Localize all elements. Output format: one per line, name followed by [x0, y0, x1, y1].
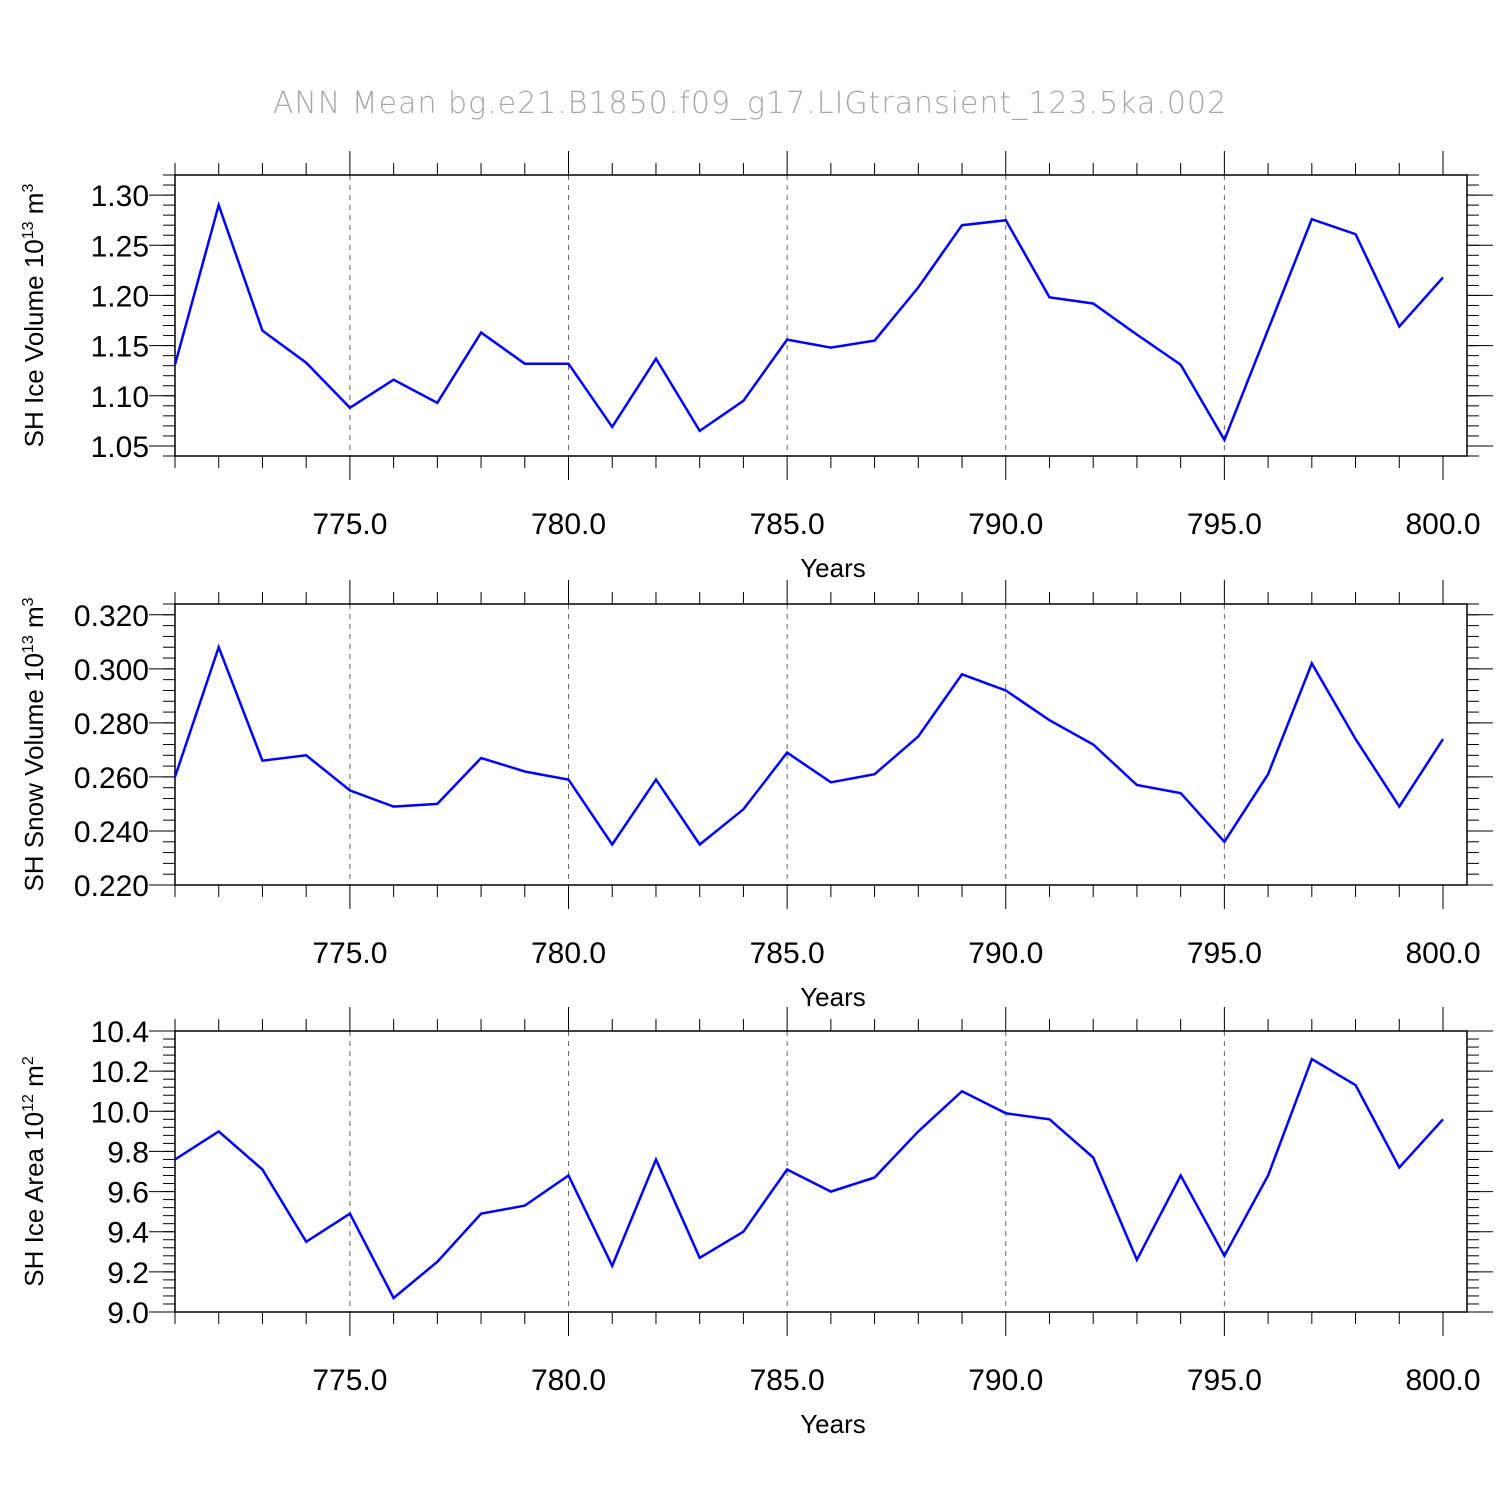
figure-title: ANN Mean bg.e21.B1850.f09_g17.LIGtransie…	[273, 86, 1227, 121]
x-tick-label: 785.0	[750, 508, 825, 541]
x-tick-label: 795.0	[1187, 508, 1262, 541]
x-tick-label: 775.0	[312, 508, 387, 541]
y-tick-label: 1.20	[91, 280, 149, 313]
x-tick-label: 780.0	[531, 508, 606, 541]
x-tick-label: 790.0	[968, 508, 1043, 541]
y-axis-label: SH Ice Area 1012 m2	[19, 1056, 49, 1287]
y-tick-label: 0.220	[74, 870, 149, 903]
y-tick-label: 1.05	[91, 431, 149, 464]
y-tick-label: 0.280	[74, 708, 149, 741]
x-tick-label: 790.0	[968, 1364, 1043, 1397]
x-tick-label: 800.0	[1405, 1364, 1480, 1397]
x-tick-label: 775.0	[312, 1364, 387, 1397]
x-tick-label: 785.0	[750, 937, 825, 970]
y-tick-label: 0.260	[74, 762, 149, 795]
x-axis-label: Years	[800, 553, 866, 583]
y-axis-label: SH Snow Volume 1013 m3	[19, 597, 49, 891]
y-tick-label: 0.240	[74, 816, 149, 849]
series-line	[173, 643, 1445, 847]
x-tick-label: 795.0	[1187, 937, 1262, 970]
y-tick-label: 0.300	[74, 654, 149, 687]
y-tick-label: 9.2	[107, 1257, 149, 1290]
y-tick-label: 10.4	[91, 1016, 149, 1049]
y-tick-label: 0.320	[74, 600, 149, 633]
y-tick-label: 9.8	[107, 1136, 149, 1169]
series-line	[174, 1057, 1444, 1300]
y-tick-label: 1.25	[91, 230, 149, 263]
x-tick-label: 780.0	[531, 1364, 606, 1397]
y-axis-label: SH Ice Volume 1013 m3	[19, 184, 49, 448]
x-tick-label: 800.0	[1405, 508, 1480, 541]
y-tick-label: 1.15	[91, 331, 149, 364]
y-tick-label: 9.4	[107, 1217, 149, 1250]
plot-frame	[174, 1030, 1468, 1313]
chart-panel-1: 1.05 1.10 1.15 1.20 1.25 1.30 775.0 780.0 785.0 7…	[19, 151, 1493, 583]
series-line	[173, 200, 1444, 443]
panels: 1.05 1.10 1.15 1.20 1.25 1.30 775.0 780.0 785.0 7…	[19, 151, 1493, 1439]
y-tick-label: 10.2	[91, 1056, 149, 1089]
x-axis-label: Years	[800, 1409, 866, 1439]
x-tick-label: 795.0	[1187, 1364, 1262, 1397]
x-axis-label: Years	[800, 982, 866, 1012]
x-tick-label: 780.0	[531, 937, 606, 970]
plot-frame	[174, 603, 1468, 886]
y-tick-label: 9.6	[107, 1177, 149, 1210]
y-tick-label: 10.0	[91, 1096, 149, 1129]
x-tick-label: 785.0	[750, 1364, 825, 1397]
x-tick-label: 775.0	[312, 937, 387, 970]
x-tick-label: 790.0	[968, 937, 1043, 970]
x-tick-label: 800.0	[1405, 937, 1480, 970]
y-tick-label: 1.10	[91, 381, 149, 414]
y-tick-label: 9.0	[107, 1297, 149, 1330]
chart-panel-2: 0.220 0.240 0.260 0.280 0.300 0.320 775.0 780.0…	[19, 580, 1493, 1012]
y-tick-label: 1.30	[91, 180, 149, 213]
chart-panel-3: 9.0 9.2 9.4 9.6 9.8 10.0 10.2 10.4 775.0 780.0 785…	[19, 1007, 1493, 1439]
